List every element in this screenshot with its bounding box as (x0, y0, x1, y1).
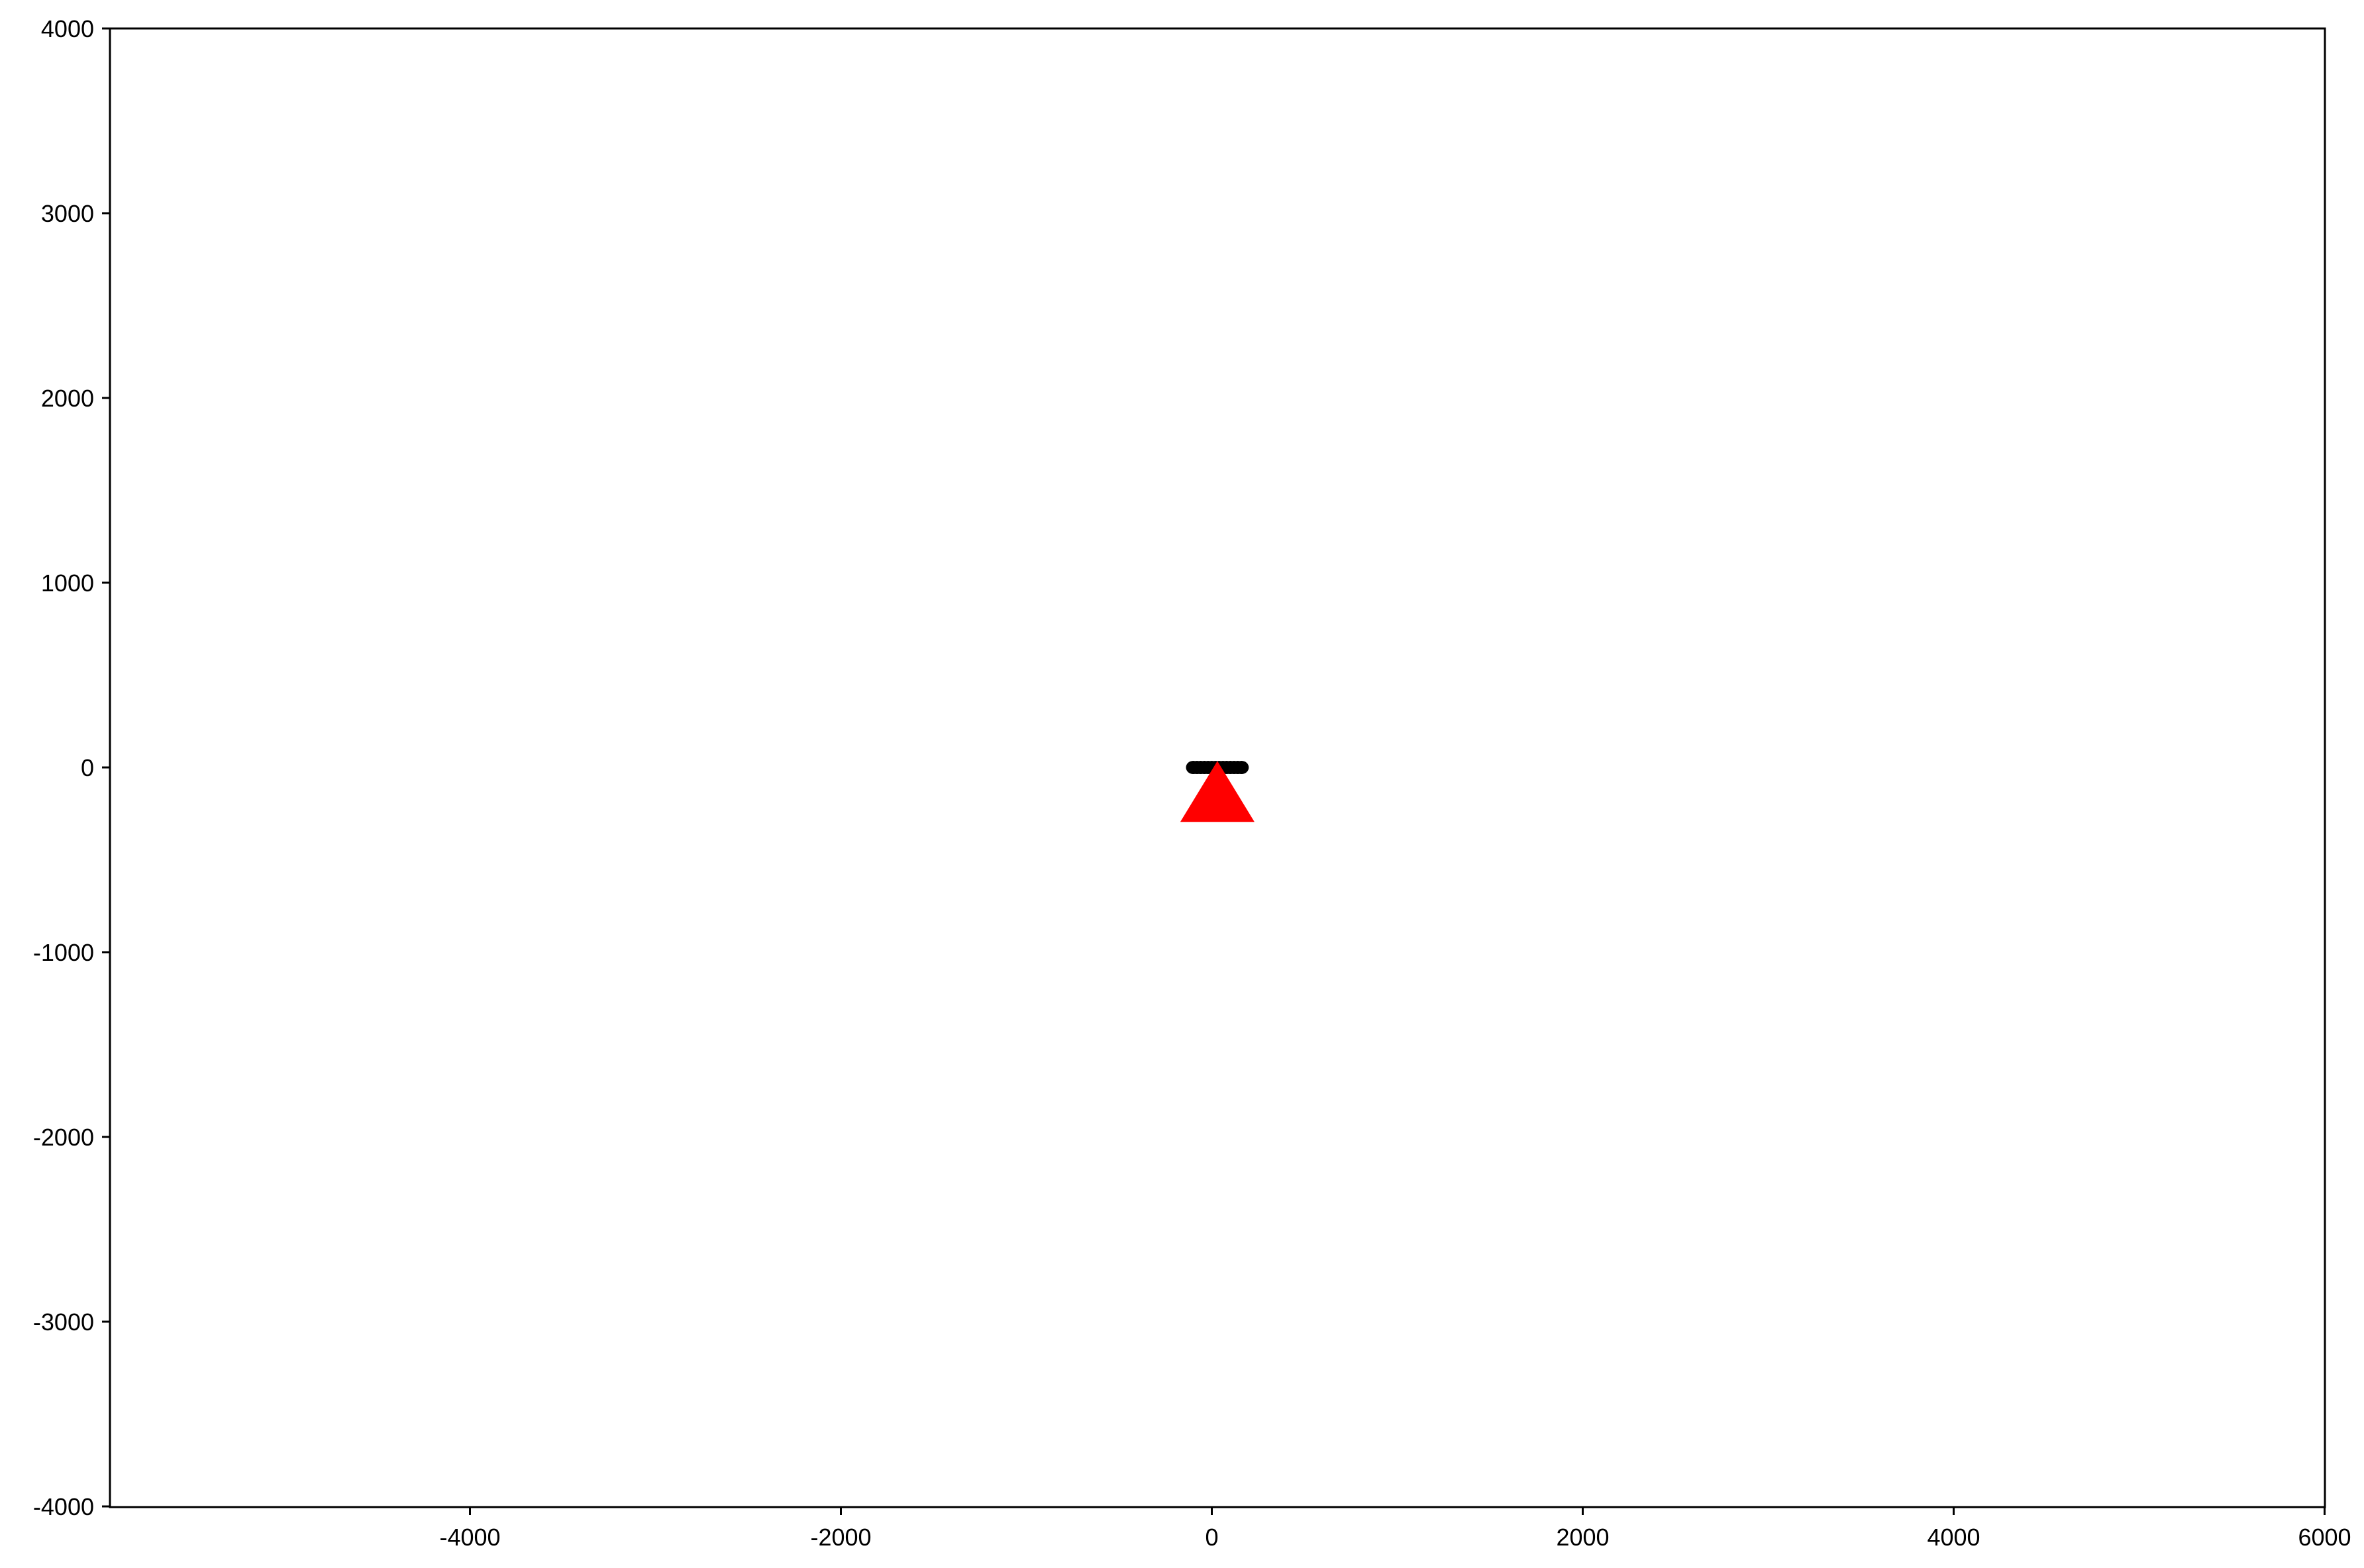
x-tick-label: 2000 (1556, 1524, 1609, 1551)
x-tick-label: -4000 (439, 1524, 500, 1551)
x-tick-label: 6000 (2298, 1524, 2351, 1551)
y-tick-label: 2000 (41, 385, 94, 412)
y-tick-label: 4000 (41, 15, 94, 42)
triangle-marker (1180, 761, 1255, 822)
y-tick-label: 0 (81, 754, 94, 781)
x-tick-label: 0 (1205, 1524, 1218, 1551)
data-point (1234, 761, 1249, 774)
y-axis: -4000 -3000 -2000 -1000 0 1000 2000 3000 4000 (33, 15, 110, 1520)
x-axis: -4000 -2000 0 2000 4000 6000 (439, 1507, 2351, 1551)
x-tick-label: 4000 (1927, 1524, 1980, 1551)
y-tick-label: 3000 (41, 200, 94, 227)
data-markers (1180, 761, 1255, 822)
plot-frame (109, 27, 2326, 1508)
y-tick-label: -4000 (33, 1493, 94, 1520)
y-tick-label: 1000 (41, 569, 94, 597)
x-tick-label: -2000 (810, 1524, 871, 1551)
y-tick-label: -2000 (33, 1124, 94, 1151)
y-tick-label: -1000 (33, 939, 94, 966)
y-tick-label: -3000 (33, 1308, 94, 1336)
